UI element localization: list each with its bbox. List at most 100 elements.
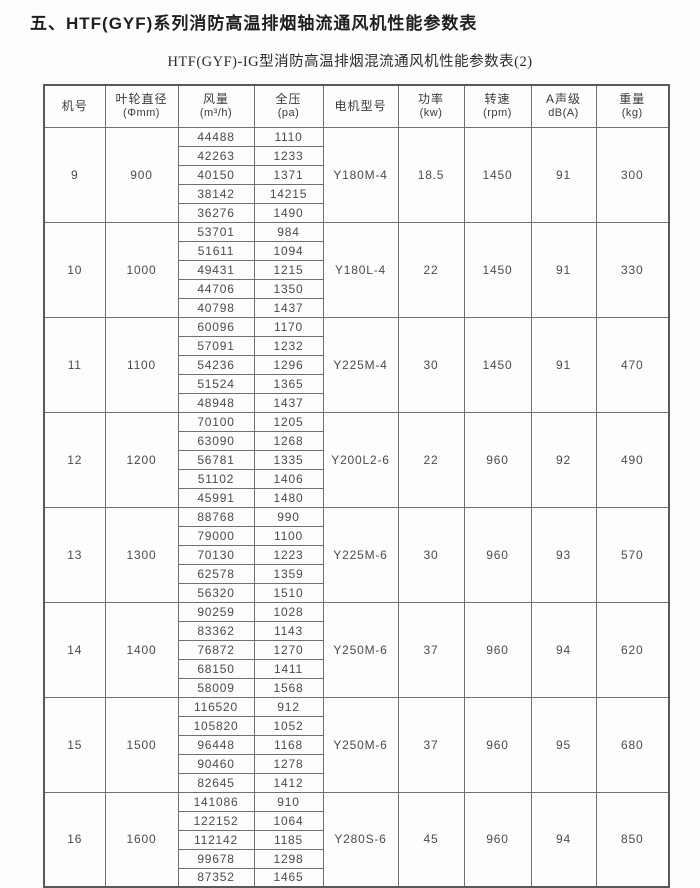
cell-pressure: 1185 [253, 829, 324, 850]
table-row: 11 1100 60096 1170 Y225M-4 30 1450 91 470 [43, 316, 670, 413]
cell-pressure: 912 [253, 696, 324, 717]
cell-motor: Y225M-6 [322, 506, 399, 603]
cell-power: 37 [397, 696, 465, 793]
cell-pressure: 1298 [253, 848, 324, 869]
cell-flow: 56320 [177, 582, 255, 603]
cell-flow: 99678 [177, 848, 255, 869]
cell-flow: 63090 [177, 430, 255, 451]
cell-noise: 93 [530, 506, 597, 603]
cell-flow: 53701 [177, 221, 255, 242]
cell-pressure: 1568 [253, 677, 324, 698]
cell-power: 22 [397, 411, 465, 508]
cell-pressure: 1371 [253, 164, 324, 185]
cell-flow: 116520 [177, 696, 255, 717]
col-header-noise-line2: dB(A) [548, 107, 579, 120]
col-header-machine-no: 机号 [43, 84, 106, 128]
cell-motor: Y200L2-6 [322, 411, 399, 508]
table-row: 40798 1437 [44, 297, 669, 318]
cell-flow: 36276 [177, 202, 255, 223]
table-row: 112142 1185 [44, 829, 669, 850]
table-row: 82645 1412 [44, 772, 669, 793]
col-header-speed-line1: 转速 [484, 92, 511, 107]
cell-pressure: 1480 [253, 487, 324, 508]
table-row: 13 1300 88768 990 Y225M-6 30 960 93 570 [43, 506, 670, 603]
cell-pressure: 1412 [253, 772, 324, 793]
cell-flow: 105820 [177, 715, 255, 736]
table-row: 68150 1411 [44, 658, 669, 679]
cell-flow: 40798 [177, 297, 255, 318]
cell-flow: 58009 [177, 677, 255, 698]
cell-flow: 90259 [177, 601, 255, 622]
cell-pressure: 1335 [253, 449, 324, 470]
cell-pressure: 1094 [253, 240, 324, 261]
table-row: 105820 1052 [44, 715, 669, 736]
cell-diameter: 1200 [104, 411, 179, 508]
col-header-motor-model: 电机型号 [322, 84, 399, 128]
table-row: 54236 1296 [44, 354, 669, 375]
cell-machine-no: 14 [43, 601, 106, 698]
table-row: 62578 1359 [44, 563, 669, 584]
table-row: 12 1200 70100 1205 Y200L2-6 22 960 92 490 [43, 411, 670, 508]
cell-machine-no: 11 [43, 316, 106, 413]
cell-pressure: 1406 [253, 468, 324, 489]
cell-pressure: 1359 [253, 563, 324, 584]
cell-speed: 1450 [463, 126, 532, 223]
cell-flow: 83362 [177, 620, 255, 641]
cell-flow: 62578 [177, 563, 255, 584]
cell-flow: 44706 [177, 278, 255, 299]
cell-motor: Y280S-6 [322, 791, 399, 888]
col-header-motor-model-line1: 电机型号 [334, 98, 387, 113]
cell-flow: 51524 [177, 373, 255, 394]
cell-weight: 570 [595, 506, 670, 603]
col-header-flow-line2: (m³/h) [199, 107, 233, 120]
cell-machine-no: 16 [43, 791, 106, 888]
cell-pressure: 1411 [253, 658, 324, 679]
cell-speed: 1450 [463, 316, 532, 413]
cell-diameter: 1600 [104, 791, 179, 888]
table-row: 16 1600 141086 910 Y280S-6 45 960 94 850 [43, 791, 670, 888]
cell-flow: 87352 [177, 867, 255, 888]
cell-flow: 79000 [177, 525, 255, 546]
table-row: 38142 14215 [44, 183, 669, 204]
col-header-noise: A声级 dB(A) [530, 84, 597, 128]
cell-flow: 57091 [177, 335, 255, 356]
cell-pressure: 1028 [253, 601, 324, 622]
cell-motor: Y225M-4 [322, 316, 399, 413]
col-header-noise-line1: A声级 [545, 92, 581, 107]
cell-motor: Y180L-4 [322, 221, 399, 318]
cell-flow: 82645 [177, 772, 255, 793]
cell-diameter: 1400 [104, 601, 179, 698]
cell-machine-no: 10 [43, 221, 106, 318]
cell-weight: 300 [595, 126, 670, 223]
cell-weight: 620 [595, 601, 670, 698]
cell-pressure: 910 [253, 791, 324, 812]
cell-pressure: 1437 [253, 392, 324, 413]
table-row: 9 900 44488 1110 Y180M-4 18.5 1450 91 300 [43, 126, 670, 223]
cell-pressure: 990 [253, 506, 324, 527]
cell-pressure: 1268 [253, 430, 324, 451]
col-header-pressure-line2: (pa) [277, 107, 300, 120]
cell-machine-no: 15 [43, 696, 106, 793]
cell-pressure: 1170 [253, 316, 324, 337]
cell-weight: 330 [595, 221, 670, 318]
cell-flow: 112142 [177, 829, 255, 850]
cell-machine-no: 12 [43, 411, 106, 508]
cell-pressure: 1465 [253, 867, 324, 888]
cell-pressure: 1100 [253, 525, 324, 546]
cell-noise: 91 [530, 221, 597, 318]
cell-flow: 51611 [177, 240, 255, 261]
cell-noise: 91 [530, 126, 597, 223]
cell-pressure: 1232 [253, 335, 324, 356]
cell-speed: 960 [463, 696, 532, 793]
table-row: 76872 1270 [44, 639, 669, 660]
cell-noise: 94 [530, 791, 597, 888]
table-row: 51524 1365 [44, 373, 669, 394]
cell-flow: 44488 [177, 126, 255, 147]
cell-flow: 54236 [177, 354, 255, 375]
cell-pressure: 1223 [253, 544, 324, 565]
cell-flow: 90460 [177, 753, 255, 774]
cell-diameter: 1100 [104, 316, 179, 413]
cell-flow: 141086 [177, 791, 255, 812]
cell-speed: 1450 [463, 221, 532, 318]
cell-flow: 68150 [177, 658, 255, 679]
